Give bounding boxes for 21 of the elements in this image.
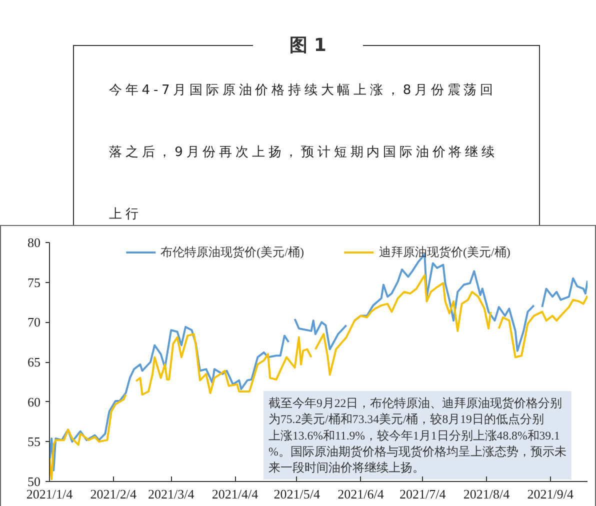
- x-tick-label: 2021/2/4: [90, 486, 138, 502]
- x-tick-label: 2021/5/4: [274, 486, 320, 502]
- x-tick-label: 2021/8/4: [463, 486, 510, 502]
- x-tick-label: 2021/6/4: [338, 486, 384, 502]
- x-tick-label: 2021/4/4: [212, 486, 259, 502]
- legend-label: 迪拜原油现货价(美元/桶): [379, 244, 510, 260]
- text: 今年4-7月国际原油价格持续大幅上涨，8月份震荡回落之后，9月份再次上扬，预计短期内国际油价将继续上行: [109, 83, 498, 222]
- annotation: 截至今年9月22日，布伦特原油、迪拜原油现货价格分别为75.2美元/桶和73.34美元/桶，较8月19日的低点分别上涨13.6%和11.9%，较今年1月1日分别上涨48.8%和39.1%。国际原油期货价格与现货价格均呈上涨态势，预示未来一段时间油价将继续上扬。: [268, 396, 566, 474]
- y-tick-label: 65: [28, 354, 40, 370]
- x-tick-label: 2021/7/4: [399, 486, 446, 502]
- y-tick-label: 60: [28, 394, 40, 410]
- y-tick-label: 55: [28, 434, 40, 450]
- y-tick-label: 70: [28, 314, 40, 330]
- y-tick-label: 75: [28, 274, 40, 290]
- y-tick-label: 50: [28, 474, 40, 489]
- x-tick-label: 2021/9/4: [527, 486, 574, 502]
- chart-title: 图 1: [253, 33, 363, 59]
- y-tick-label: 80: [28, 235, 40, 250]
- x-tick-label: 2021/3/4: [148, 486, 195, 502]
- x-tick-label: 2021/1/4: [26, 486, 74, 502]
- legend-label: 布伦特原油现货价(美元/桶): [160, 244, 304, 260]
